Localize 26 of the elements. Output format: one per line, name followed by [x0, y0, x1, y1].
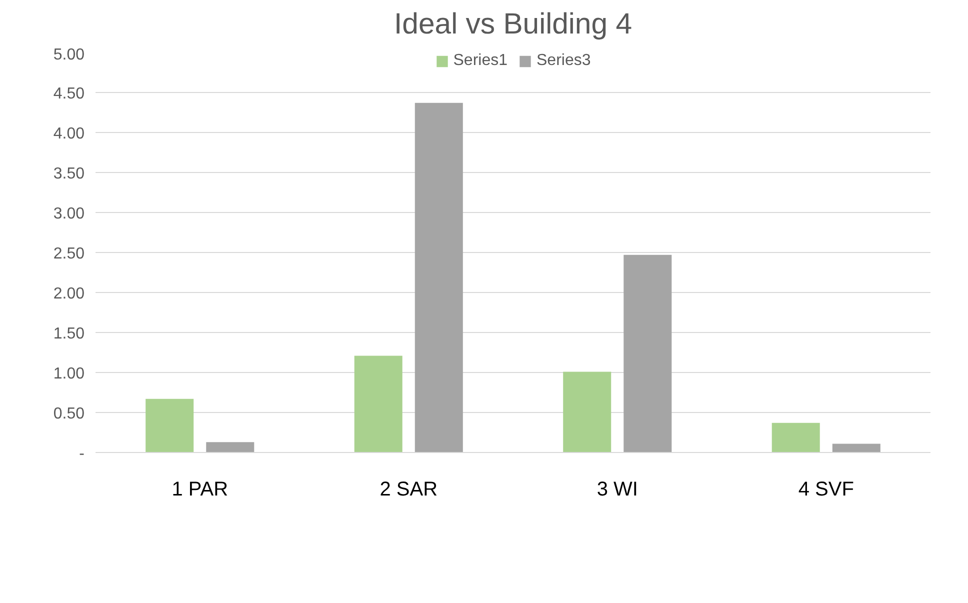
x-tick-label: 3 WI: [596, 478, 638, 500]
bar: [414, 102, 463, 452]
y-tick-label: -: [79, 446, 84, 462]
x-tick-label: 1 PAR: [172, 478, 228, 500]
legend-label: Series3: [536, 52, 591, 70]
chart-title: Ideal vs Building 4: [394, 8, 632, 40]
bar: [624, 254, 672, 452]
bar: [206, 442, 254, 452]
y-tick-label: 4.00: [53, 126, 85, 142]
y-tick-label: 2.50: [53, 246, 85, 262]
y-tick-label: 2.00: [53, 286, 85, 302]
bar: [563, 372, 612, 452]
bar: [772, 422, 820, 452]
y-tick-label: 1.50: [53, 326, 85, 342]
y-tick-label: 4.50: [53, 86, 85, 102]
bar: [354, 356, 402, 452]
y-tick-label: 3.00: [53, 206, 85, 222]
x-tick-label: 2 SAR: [380, 478, 438, 500]
y-tick-label: 3.50: [53, 166, 85, 182]
bar: [832, 444, 880, 452]
y-tick-label: 0.50: [53, 406, 85, 422]
y-tick-label: 1.00: [53, 366, 85, 382]
legend-label: Series1: [453, 52, 508, 70]
bar: [146, 398, 194, 452]
x-tick-label: 4 SVF: [798, 478, 854, 500]
y-tick-label: 5.00: [53, 46, 85, 64]
